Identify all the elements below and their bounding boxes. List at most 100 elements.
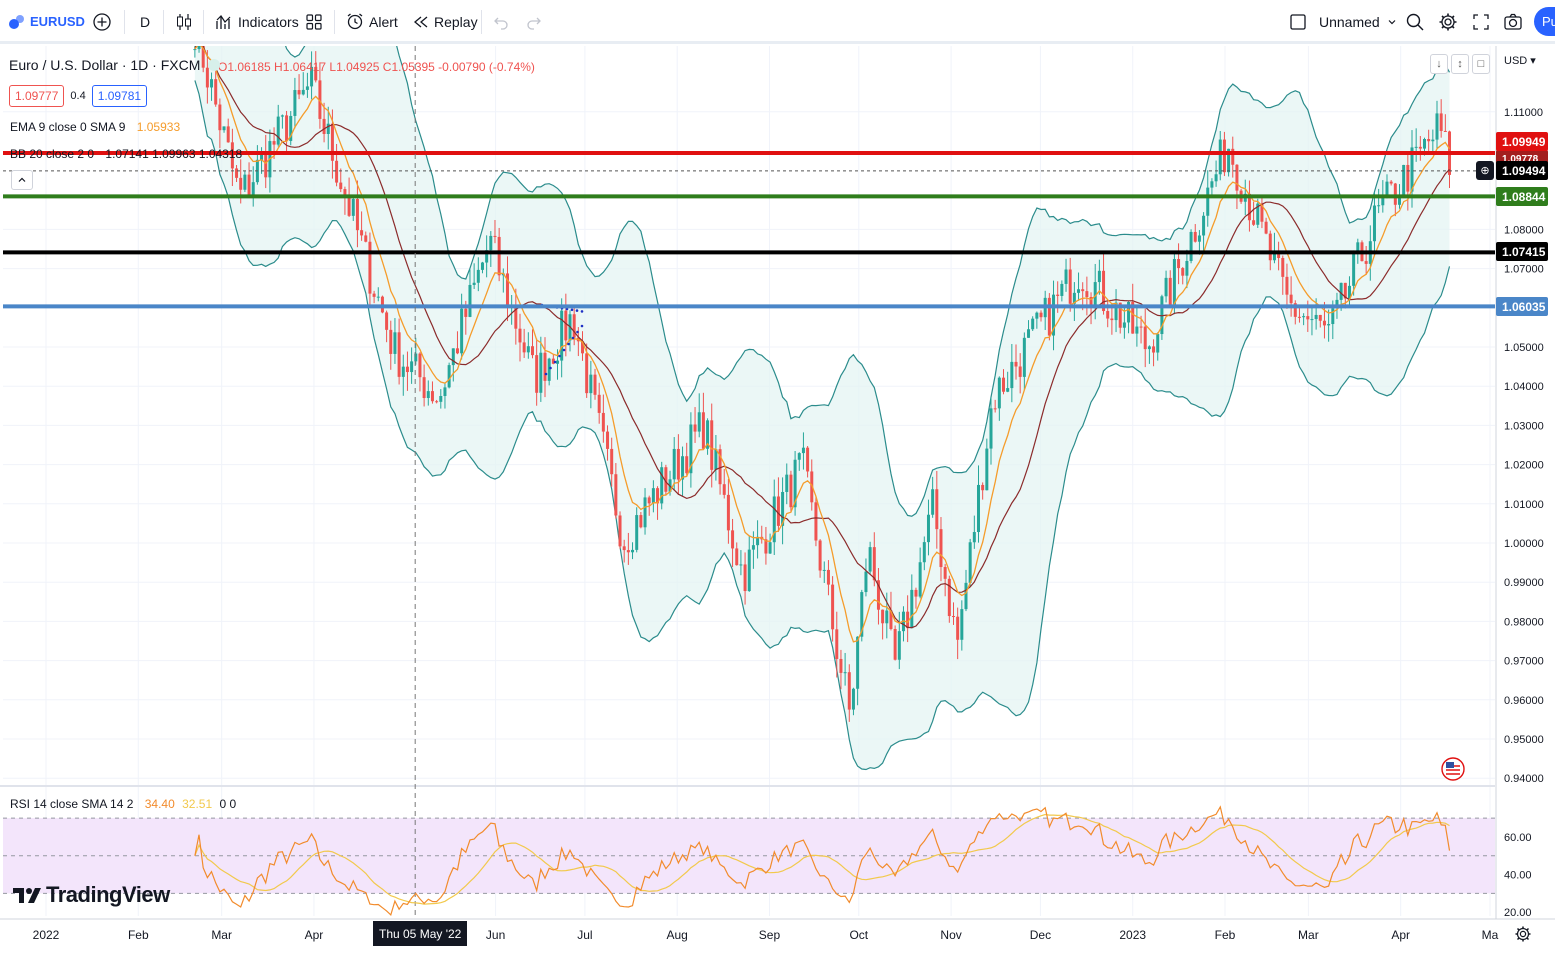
candle-body xyxy=(272,141,276,145)
scale-settings-button[interactable] xyxy=(1514,925,1532,946)
search-button[interactable] xyxy=(1405,0,1425,43)
candle-body xyxy=(672,448,676,480)
candle-body xyxy=(247,174,251,196)
candle-body xyxy=(1202,215,1206,236)
time-tick-label: Aug xyxy=(667,928,688,942)
move-pane-down-button[interactable]: ↓ xyxy=(1430,54,1448,74)
candle-body xyxy=(326,123,330,134)
trend-dot xyxy=(553,360,557,364)
candle-body xyxy=(1185,260,1189,276)
tradingview-watermark[interactable]: TradingView xyxy=(12,882,170,908)
fullscreen-button[interactable] xyxy=(1472,0,1490,43)
collapse-legend-button[interactable] xyxy=(11,170,33,190)
rsi-background xyxy=(0,785,1495,894)
chevron-up-icon xyxy=(18,177,26,182)
compare-symbol-button[interactable] xyxy=(92,0,112,43)
candle-body xyxy=(1089,296,1093,306)
candle-body xyxy=(1339,282,1343,300)
candle-body xyxy=(1118,302,1122,328)
candle-body xyxy=(718,449,722,485)
candle-body xyxy=(1439,113,1443,131)
replay-button[interactable]: Replay xyxy=(412,0,478,43)
economic-events-flag-icon[interactable] xyxy=(1441,757,1465,784)
candle-body xyxy=(547,358,551,381)
snapshot-button[interactable] xyxy=(1503,0,1523,43)
candle-body xyxy=(322,118,326,134)
maximize-pane-button[interactable]: □ xyxy=(1472,54,1490,74)
price-tick-label: 0.95000 xyxy=(1504,734,1544,746)
candle-body xyxy=(1252,220,1256,225)
last-price-text: 1.09494 xyxy=(1502,163,1546,178)
candle-body xyxy=(1314,314,1318,320)
currency-selector[interactable]: USD ▾ xyxy=(1504,54,1536,67)
candle-body xyxy=(285,115,289,141)
candle-body xyxy=(1014,361,1018,367)
candle-body xyxy=(606,431,610,449)
symbol-search-button[interactable]: EURUSD xyxy=(8,0,85,43)
chart-type-button[interactable] xyxy=(175,0,193,43)
candle-body xyxy=(1031,318,1035,330)
candle-body xyxy=(205,67,209,88)
candle-body xyxy=(589,374,593,394)
crosshair-date-text: Thu 05 May '22 xyxy=(379,926,462,941)
candle-body xyxy=(539,352,543,393)
time-tick-label: Mar xyxy=(1298,928,1319,942)
candle-body xyxy=(1297,316,1301,318)
ask-box[interactable]: 1.09781 xyxy=(91,85,148,107)
time-tick-label: Feb xyxy=(1215,928,1236,942)
price-tick-label: 1.07000 xyxy=(1504,264,1544,276)
layout-selector[interactable]: Unnamed xyxy=(1289,0,1398,43)
candle-body xyxy=(1431,139,1435,142)
bb-legend[interactable]: BB 20 close 2 0 1.07141 1.09963 1.04318 xyxy=(10,147,242,161)
candle-body xyxy=(426,391,430,399)
add-alert-plus-button[interactable]: ⊕ xyxy=(1476,161,1494,180)
toolbar-divider xyxy=(163,10,164,34)
candle-body xyxy=(1397,197,1401,205)
candle-body xyxy=(360,230,364,236)
candle-body xyxy=(1177,259,1181,269)
layout-square-icon xyxy=(1290,13,1306,30)
spread-value: 0.4 xyxy=(70,90,86,102)
candle-body xyxy=(1102,270,1106,312)
rsi-legend[interactable]: RSI 14 close SMA 14 2 34.40 32.51 0 0 xyxy=(10,797,236,811)
collapse-pane-button[interactable]: ↕ xyxy=(1451,54,1469,74)
candle-body xyxy=(1114,302,1118,321)
candle-body xyxy=(1072,292,1076,304)
trend-dot xyxy=(558,354,561,358)
candle-body xyxy=(1047,297,1051,336)
candle-body xyxy=(1381,197,1385,206)
candle-body xyxy=(1131,301,1135,334)
candle-body xyxy=(401,366,405,377)
redo-button[interactable] xyxy=(525,0,543,43)
templates-button[interactable] xyxy=(305,0,323,43)
candle-body xyxy=(747,549,751,592)
trend-dot xyxy=(544,372,548,376)
interval-label: D xyxy=(140,13,151,30)
candle-body xyxy=(405,366,409,373)
interval-button[interactable]: D xyxy=(140,0,150,43)
ema-legend[interactable]: EMA 9 close 0 SMA 9 1.05933 xyxy=(10,120,180,134)
candle-body xyxy=(1035,312,1039,319)
eye-icon[interactable] xyxy=(205,58,223,75)
symbol-title[interactable]: Euro / U.S. Dollar · 1D · FXCM xyxy=(9,57,200,73)
candle-body xyxy=(885,610,889,624)
candle-body xyxy=(643,497,647,528)
horizontal-lines[interactable] xyxy=(3,46,1495,921)
indicators-button[interactable]: Indicators xyxy=(214,0,299,43)
tradingview-logo-icon xyxy=(13,888,41,903)
publish-button[interactable]: Pu xyxy=(1534,7,1555,36)
candle-body xyxy=(931,489,935,515)
candle-body xyxy=(430,391,434,402)
undo-button[interactable] xyxy=(492,0,510,43)
alert-button[interactable]: Alert xyxy=(345,0,398,43)
rsi-lines xyxy=(194,805,1451,917)
candle-body xyxy=(1164,277,1168,297)
candle-body xyxy=(435,401,439,403)
settings-button[interactable] xyxy=(1438,0,1458,43)
candle-body xyxy=(814,502,818,541)
time-tick-label: Ma xyxy=(1482,928,1499,942)
bid-box[interactable]: 1.09777 xyxy=(9,85,65,107)
search-icon xyxy=(1406,13,1424,30)
